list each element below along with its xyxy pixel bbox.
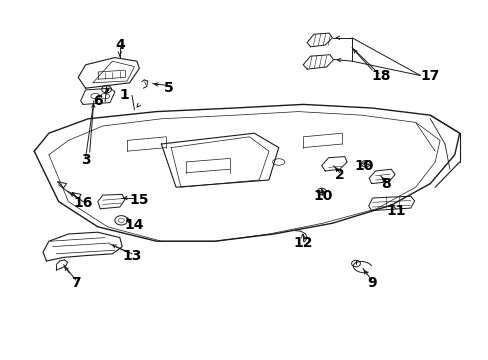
Text: 8: 8: [381, 177, 390, 190]
Text: 12: 12: [293, 236, 312, 250]
Text: 10: 10: [312, 189, 332, 203]
Text: 6: 6: [93, 94, 102, 108]
Text: 13: 13: [122, 249, 142, 262]
Text: 5: 5: [163, 81, 173, 95]
Text: 9: 9: [366, 276, 376, 289]
Text: 14: 14: [124, 218, 144, 232]
Text: 11: 11: [386, 204, 405, 217]
Text: 15: 15: [129, 193, 149, 207]
Text: 18: 18: [371, 69, 390, 82]
Text: 7: 7: [71, 276, 81, 289]
Text: 3: 3: [81, 153, 90, 167]
Text: 4: 4: [115, 38, 124, 52]
Text: 2: 2: [334, 168, 344, 181]
Text: 1: 1: [120, 89, 129, 102]
Text: 16: 16: [73, 197, 93, 210]
Text: 10: 10: [354, 159, 373, 172]
Text: 17: 17: [420, 69, 439, 82]
